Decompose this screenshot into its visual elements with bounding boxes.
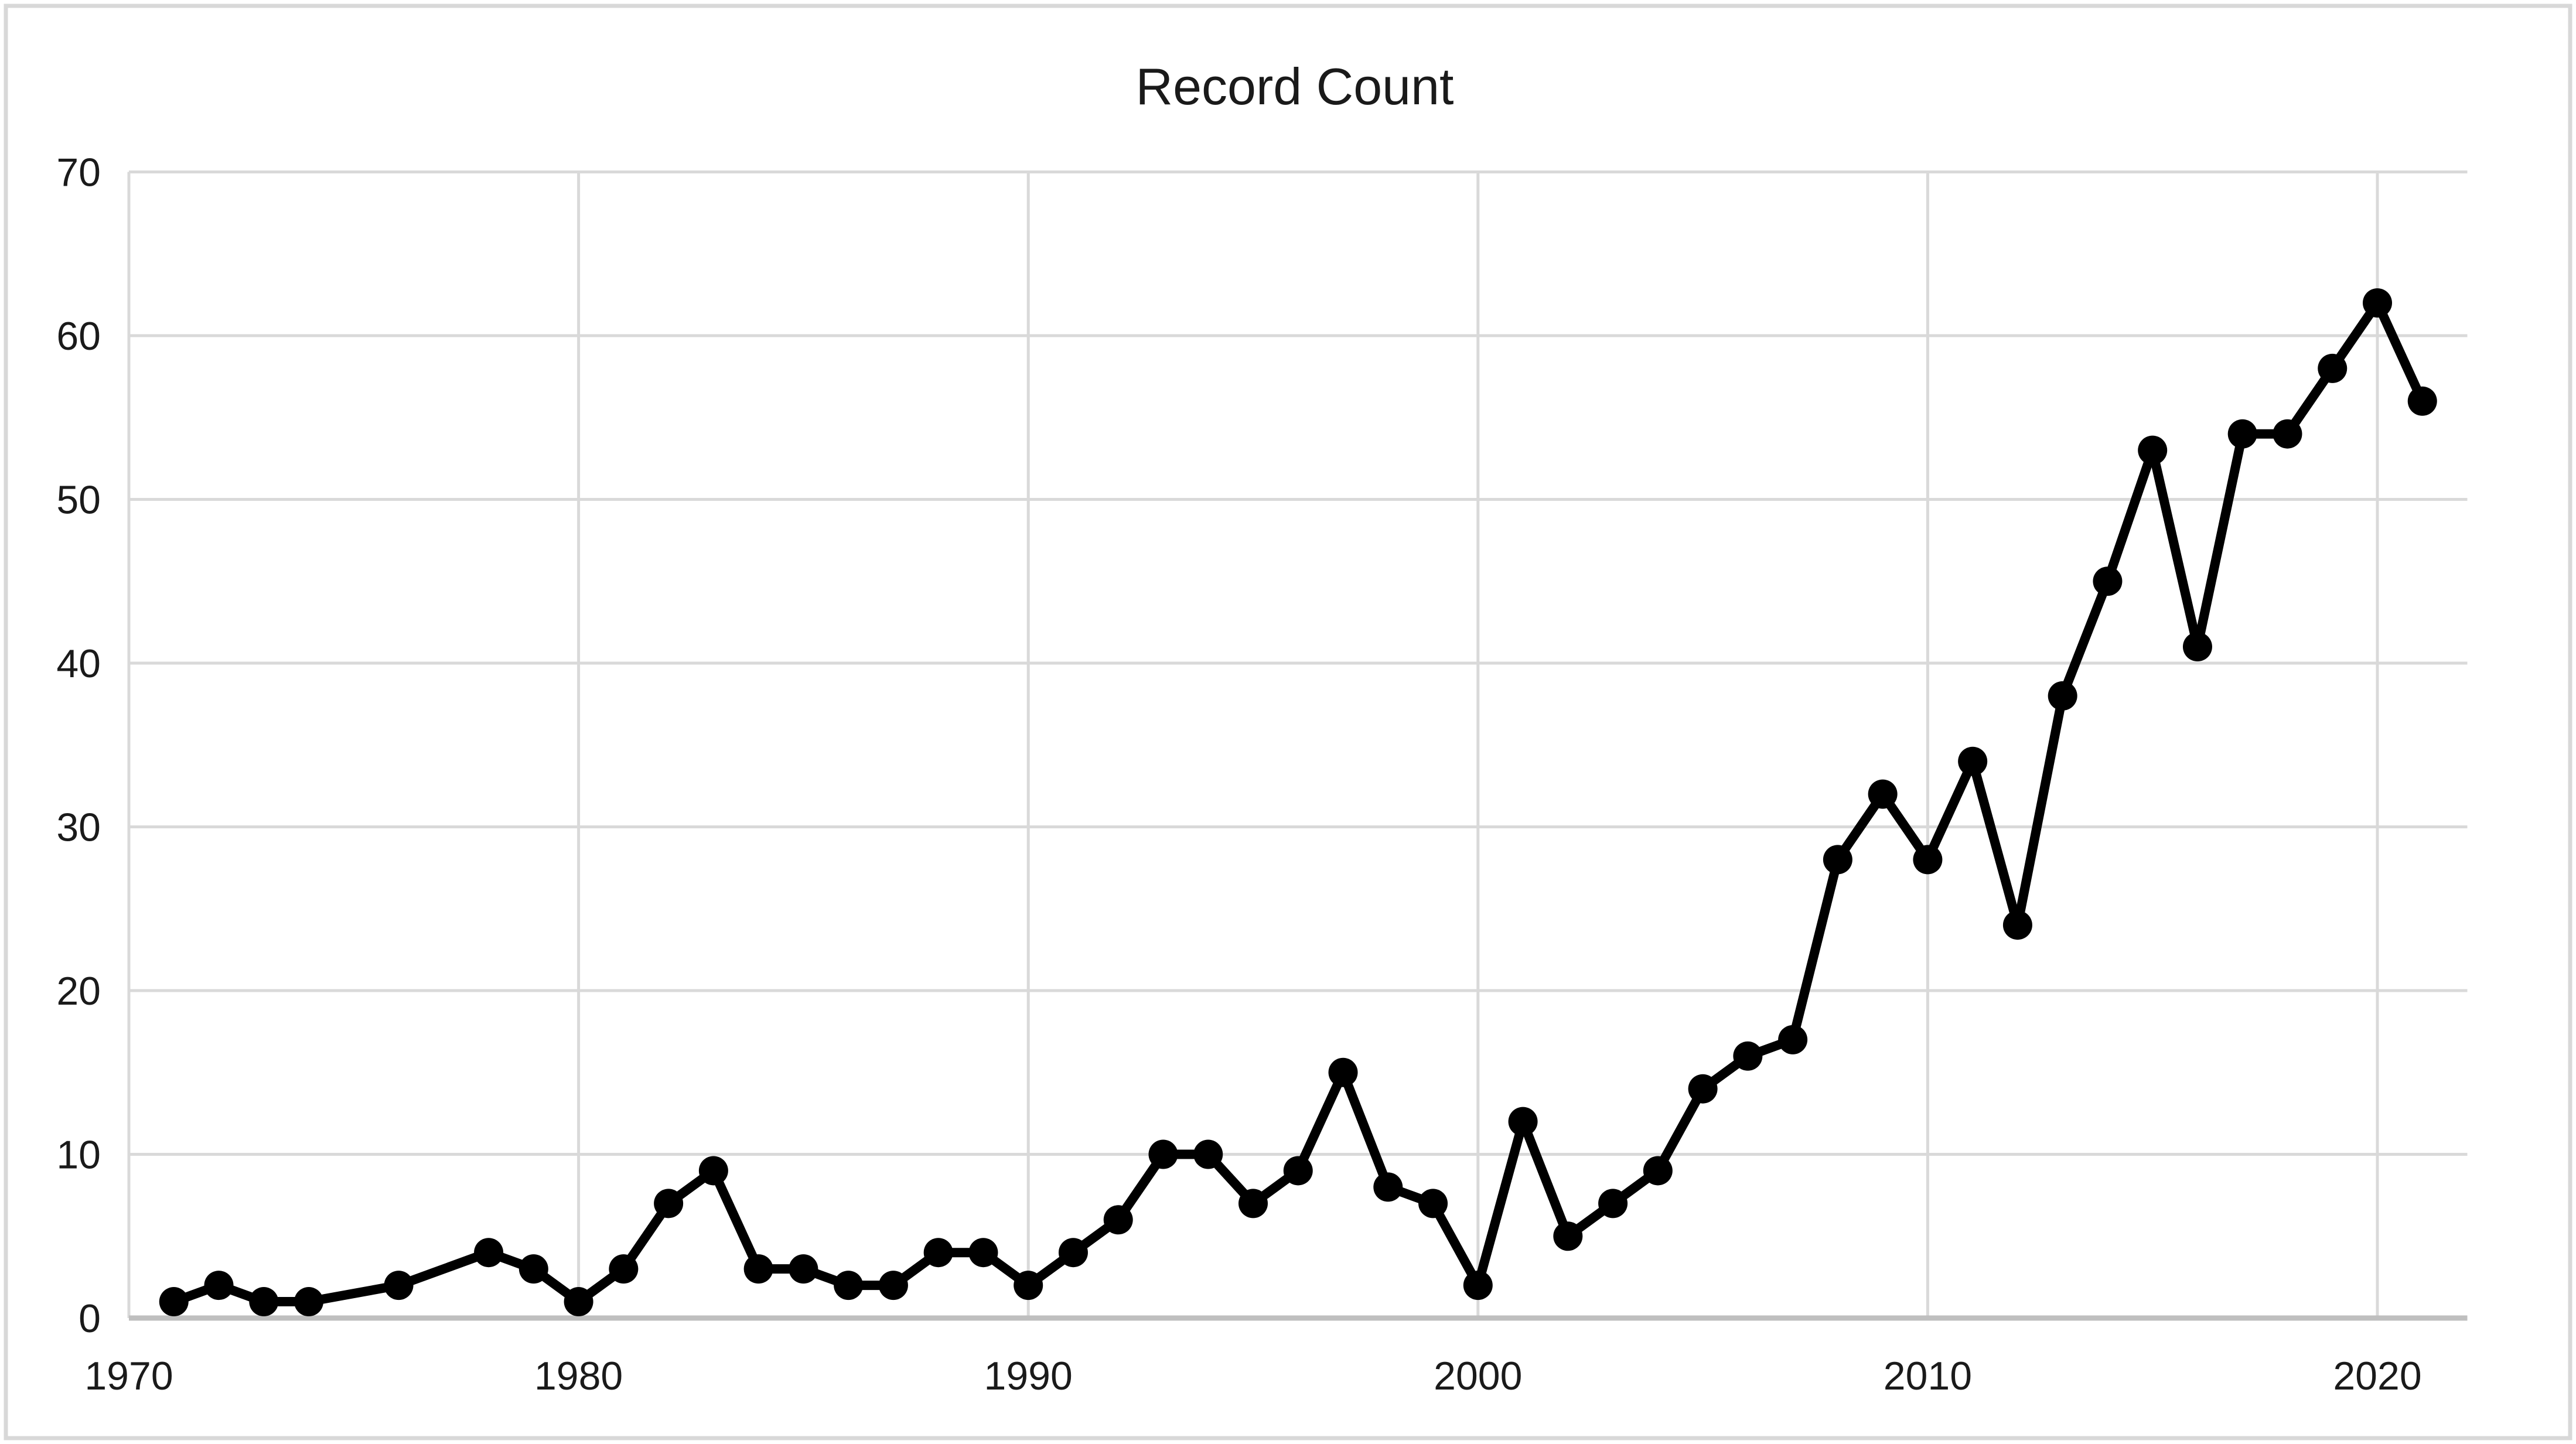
data-point-marker (2318, 353, 2348, 383)
y-tick-label: 20 (56, 969, 101, 1013)
data-point-marker (2273, 419, 2302, 449)
data-point-marker (654, 1189, 684, 1218)
data-point-marker (1508, 1107, 1538, 1136)
data-point-marker (204, 1271, 234, 1300)
y-tick-label: 70 (56, 151, 101, 195)
data-point-marker (2182, 632, 2212, 662)
x-tick-label: 1970 (84, 1354, 173, 1398)
data-point-marker (1373, 1172, 1403, 1202)
vertical-gridlines (127, 172, 2379, 1318)
data-point-marker (1688, 1074, 1718, 1104)
data-point-marker (1283, 1156, 1313, 1186)
data-point-marker (159, 1287, 189, 1317)
data-point-marker (1103, 1205, 1133, 1235)
x-tick-label: 2010 (1884, 1354, 1972, 1398)
data-point-marker (2407, 386, 2437, 416)
chart-outer-border (4, 4, 2572, 1440)
data-point-marker (1328, 1057, 1358, 1087)
x-tick-label: 2000 (1434, 1354, 1522, 1398)
data-point-marker (968, 1238, 998, 1268)
data-point-marker (1058, 1238, 1088, 1268)
y-tick-label: 30 (56, 805, 101, 850)
data-point-marker (698, 1156, 728, 1186)
data-point-marker (1553, 1221, 1583, 1251)
data-point-marker (609, 1254, 639, 1284)
data-point-marker (1014, 1271, 1043, 1300)
data-point-marker (1958, 746, 1988, 776)
chart-title: Record Count (1136, 57, 1454, 115)
data-point-marker (1418, 1189, 1448, 1218)
data-point-marker (1463, 1271, 1493, 1300)
data-point-marker (923, 1238, 953, 1268)
data-point-marker (1778, 1025, 1808, 1054)
y-tick-label: 60 (56, 314, 101, 359)
data-point-marker (2093, 566, 2123, 596)
data-point-marker (249, 1287, 279, 1317)
data-point-marker (2227, 419, 2257, 449)
data-point-marker (1733, 1041, 1763, 1071)
data-point-marker (384, 1271, 414, 1300)
data-point-marker (518, 1254, 548, 1284)
data-point-marker (1643, 1156, 1673, 1186)
data-point-marker (1823, 845, 1852, 875)
data-point-marker (564, 1287, 593, 1317)
data-point-marker (2002, 910, 2032, 940)
y-tick-label: 40 (56, 641, 101, 686)
x-tick-label: 1980 (534, 1354, 623, 1398)
y-axis-tick-labels: 0 10 20 30 40 50 60 70 (56, 151, 101, 1341)
data-point-marker (2048, 681, 2077, 711)
data-point-marker (294, 1287, 324, 1317)
data-point-marker (1913, 845, 1943, 875)
series-record-count (159, 288, 2437, 1317)
data-point-marker (1238, 1189, 1268, 1218)
y-tick-label: 50 (56, 478, 101, 523)
data-point-marker (2363, 288, 2392, 318)
y-tick-label: 0 (79, 1296, 101, 1341)
data-point-marker (1868, 779, 1898, 809)
data-point-marker (878, 1271, 908, 1300)
x-tick-label: 1990 (984, 1354, 1073, 1398)
data-point-marker (1193, 1139, 1223, 1169)
data-point-marker (2138, 435, 2168, 465)
x-axis-tick-labels: 1970 1980 1990 2000 2010 2020 (84, 1354, 2421, 1398)
data-point-marker (474, 1238, 504, 1268)
data-point-marker (1148, 1139, 1178, 1169)
data-point-marker (743, 1254, 773, 1284)
y-tick-label: 10 (56, 1133, 101, 1177)
data-point-marker (789, 1254, 818, 1284)
x-tick-label: 2020 (2333, 1354, 2421, 1398)
data-point-marker (834, 1271, 864, 1300)
data-point-marker (1598, 1189, 1628, 1218)
